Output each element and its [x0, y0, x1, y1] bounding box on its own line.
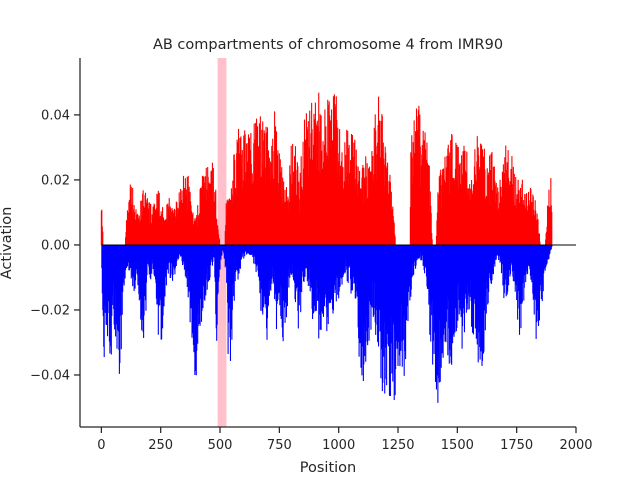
x-tick-label: 0 [97, 438, 105, 453]
y-tick-label: 0.02 [41, 173, 70, 188]
plot-area: 0 250 500 750 1000 1250 1500 1750 2000 −0.04 −0.02… [30, 58, 593, 453]
x-tick-label: 1500 [441, 438, 474, 453]
y-tick-label: 0.04 [41, 108, 70, 123]
x-tick-label: 500 [208, 438, 233, 453]
x-tick-label: 1250 [381, 438, 414, 453]
x-tick-label: 750 [267, 438, 292, 453]
y-tick-label: −0.04 [30, 368, 70, 383]
x-tick-label: 250 [148, 438, 173, 453]
x-axis-label: Position [300, 460, 356, 476]
highlight-band [217, 58, 227, 427]
x-tick-label: 1000 [322, 438, 355, 453]
x-tick-label: 1750 [500, 438, 533, 453]
y-tick-label: 0.00 [41, 238, 70, 253]
y-axis-label: Activation [0, 207, 15, 280]
chart-title: AB compartments of chromosome 4 from IMR… [153, 37, 503, 53]
x-tick-label: 2000 [559, 438, 592, 453]
y-tick-label: −0.02 [30, 303, 70, 318]
